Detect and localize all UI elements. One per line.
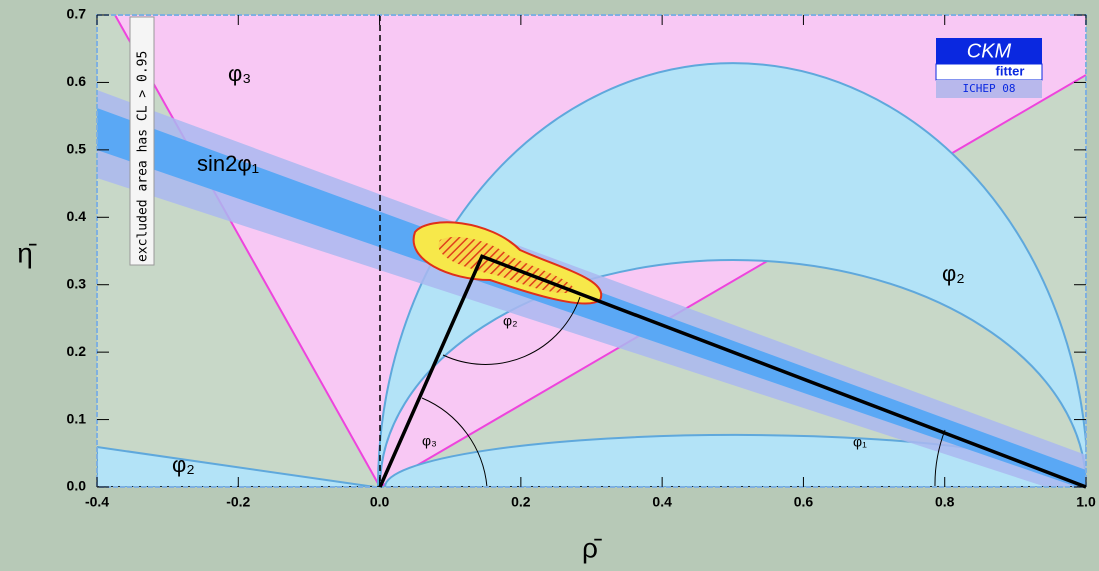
x-tick-label: 1.0 xyxy=(1076,494,1096,510)
y-tick-label: 0.7 xyxy=(67,6,87,22)
y-tick-label: 0.4 xyxy=(67,208,87,224)
page: φ₃ sin2φ₁ φ₂ φ₂ φ₂ φ₃ φ₁ excluded area h… xyxy=(0,0,1099,571)
annotation: φ₂ xyxy=(172,452,195,477)
logo-conference: ICHEP 08 xyxy=(963,82,1016,95)
annotation: φ₁ xyxy=(853,434,867,450)
y-tick-label: 0.0 xyxy=(67,478,87,494)
x-tick-label: 0.4 xyxy=(652,494,672,510)
annotation: φ₂ xyxy=(942,261,965,286)
logo-subtitle: fitter xyxy=(996,63,1025,78)
x-tick-label: -0.2 xyxy=(226,494,250,510)
annotation: φ₃ xyxy=(228,61,251,86)
annotation: sin2φ₁ xyxy=(197,151,259,176)
cl-note: excluded area has CL > 0.95 xyxy=(136,51,151,262)
x-axis-label: ρ̄ xyxy=(582,532,602,563)
y-tick-label: 0.5 xyxy=(67,141,87,157)
y-tick-label: 0.3 xyxy=(67,275,87,291)
logo-box xyxy=(936,64,1042,80)
x-tick-label: -0.4 xyxy=(85,494,109,510)
annotation: φ₂ xyxy=(503,313,518,329)
y-tick-label: 0.1 xyxy=(67,410,87,426)
y-tick-label: 0.6 xyxy=(67,73,87,89)
y-axis-label: η̄ xyxy=(17,237,37,268)
x-tick-label: 0.0 xyxy=(370,494,390,510)
chart: φ₃ sin2φ₁ φ₂ φ₂ φ₂ φ₃ φ₁ excluded area h… xyxy=(0,0,1099,571)
annotation: φ₃ xyxy=(422,433,437,449)
x-tick-label: 0.8 xyxy=(935,494,955,510)
y-tick-label: 0.2 xyxy=(67,343,87,359)
logo-title: CKM xyxy=(967,40,1012,62)
x-tick-label: 0.6 xyxy=(794,494,814,510)
x-tick-label: 0.2 xyxy=(511,494,531,510)
